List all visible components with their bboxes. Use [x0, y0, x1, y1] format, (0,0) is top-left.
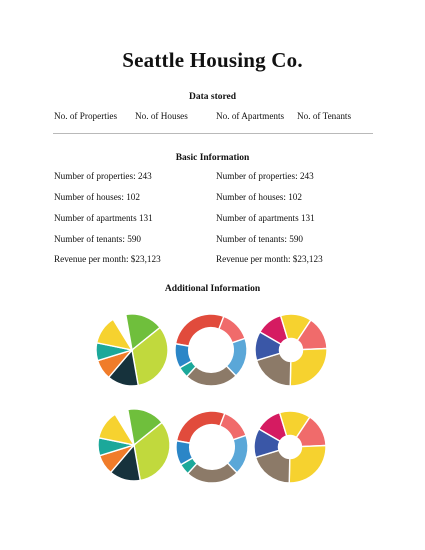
- chart-5-slice-3: [226, 434, 249, 474]
- chart-3: [254, 313, 328, 387]
- chart-4-slice-4: [98, 443, 137, 474]
- chart-4-slice-6: [97, 413, 136, 447]
- basic-right-properties: Number of properties: 243: [216, 171, 314, 181]
- basic-left-apartments: Number of apartments 131: [54, 213, 153, 223]
- chart-2-slice-6: [174, 342, 193, 369]
- basic-left-properties: Number of properties: 243: [54, 171, 152, 181]
- chart-6-slice-5: [254, 449, 291, 484]
- column-apartments: No. of Apartments: [216, 111, 285, 121]
- basic-right-tenants: Number of tenants: 590: [216, 234, 304, 244]
- chart-2-slice-3: [225, 337, 248, 377]
- chart-2-slice-1: [174, 313, 225, 347]
- chart-6-slice-3: [295, 416, 327, 448]
- chart-4-slice-3: [109, 443, 142, 482]
- chart-6-slice-4: [288, 444, 327, 484]
- basic-info-heading: Basic Information: [175, 153, 250, 163]
- chart-5-slice-1: [175, 410, 226, 444]
- chart-2-slice-4: [185, 365, 237, 387]
- chart-3-slice-4: [289, 347, 328, 387]
- chart-1-slice-5: [95, 341, 133, 362]
- chart-1-slice-4: [96, 348, 135, 379]
- chart-5-slice-6: [175, 439, 194, 466]
- chart-6-slice-1: [257, 411, 288, 443]
- chart-4-slice-1: [126, 408, 164, 447]
- chart-5: [175, 410, 249, 484]
- basic-right-houses: Number of houses: 102: [216, 192, 302, 202]
- chart-3-slice-6: [254, 331, 282, 362]
- page-title: Seattle Housing Co.: [122, 48, 303, 72]
- column-tenants: No. of Tenants: [297, 111, 352, 121]
- basic-right-revenue: Revenue per month: $23,123: [216, 254, 323, 264]
- chart-5-slice-5: [179, 457, 198, 475]
- chart-6: [253, 410, 327, 484]
- chart-2-slice-5: [178, 360, 197, 378]
- chart-3-slice-2: [279, 313, 312, 342]
- chart-1-slice-6: [95, 318, 134, 352]
- chart-2-slice-2: [218, 315, 246, 344]
- chart-3-slice-5: [255, 352, 292, 387]
- chart-2: [174, 313, 248, 387]
- basic-right-apartments: Number of apartments 131: [216, 213, 315, 223]
- chart-6-slice-2: [278, 410, 311, 439]
- chart-6-slice-6: [253, 428, 281, 459]
- additional-info-heading: Additional Information: [164, 284, 261, 294]
- basic-left-revenue: Revenue per month: $23,123: [54, 254, 161, 264]
- chart-5-slice-4: [186, 462, 238, 484]
- chart-4-slice-2: [133, 421, 171, 482]
- chart-3-slice-1: [258, 314, 289, 346]
- chart-1-slice-3: [107, 348, 140, 387]
- chart-4: [97, 408, 171, 482]
- chart-4-slice-5: [97, 436, 135, 457]
- basic-left-tenants: Number of tenants: 590: [54, 234, 142, 244]
- basic-left-houses: Number of houses: 102: [54, 192, 140, 202]
- chart-1-slice-2: [131, 326, 169, 387]
- chart-1-slice-1: [124, 313, 162, 352]
- data-stored-heading: Data stored: [188, 92, 237, 102]
- column-properties: No. of Properties: [54, 111, 118, 121]
- divider: [53, 133, 373, 134]
- chart-1: [95, 313, 169, 387]
- chart-5-slice-2: [219, 412, 247, 441]
- chart-3-slice-3: [296, 319, 328, 351]
- column-houses: No. of Houses: [135, 111, 188, 121]
